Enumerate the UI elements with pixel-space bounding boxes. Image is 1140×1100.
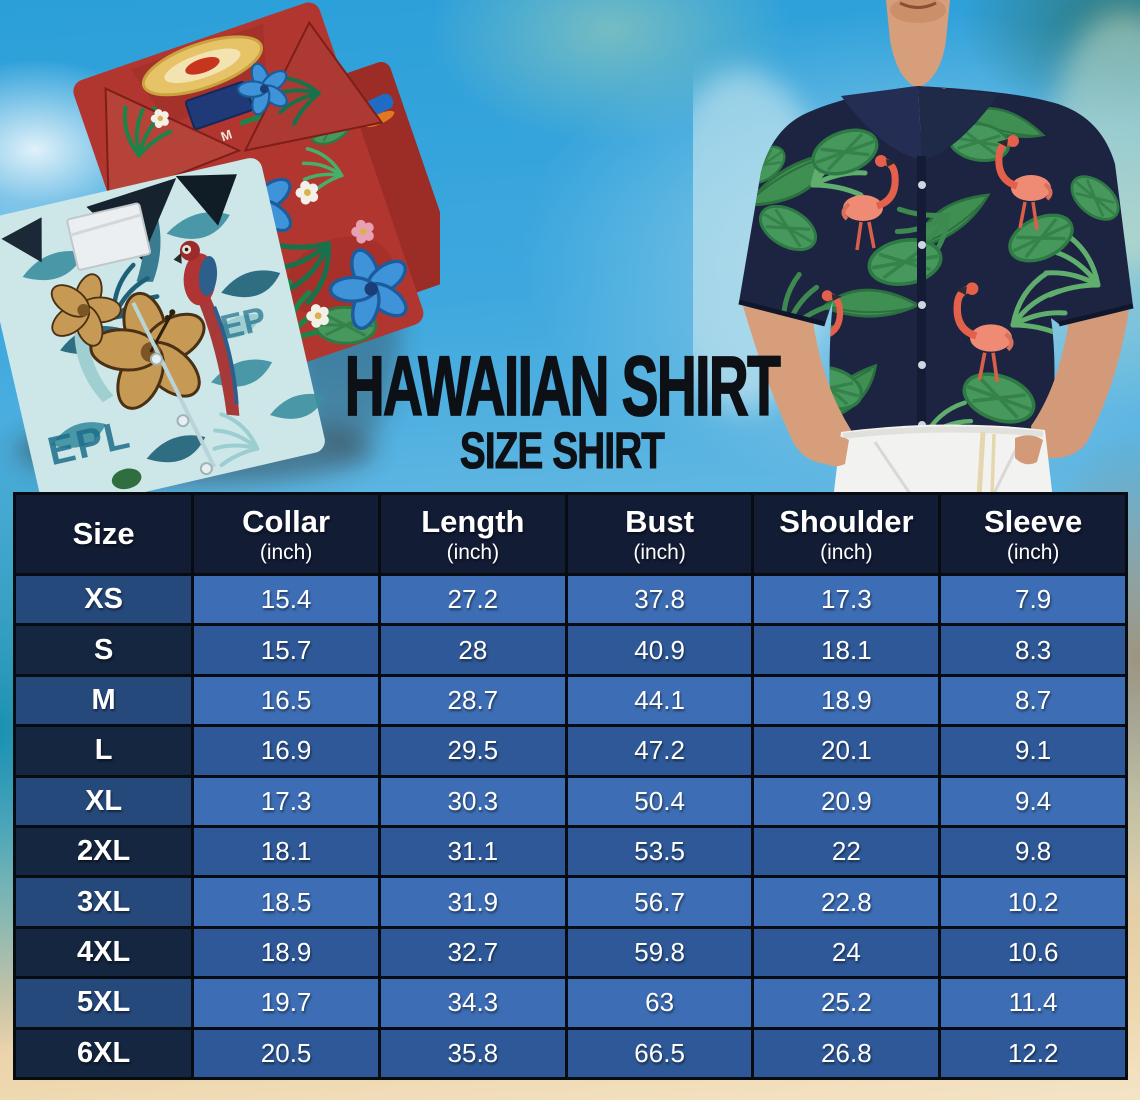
value-cell: 20.5 bbox=[194, 1029, 378, 1077]
page-subtitle: SIZE SHIRT bbox=[459, 421, 666, 479]
value-cell: 15.7 bbox=[194, 626, 378, 674]
value-cell: 31.9 bbox=[380, 878, 565, 926]
value-cell: 44.1 bbox=[567, 676, 752, 725]
value-cell: 17.3 bbox=[194, 777, 378, 825]
col-header-sleeve: Sleeve (inch) bbox=[941, 495, 1125, 573]
value-cell: 7.9 bbox=[941, 576, 1125, 624]
value-cell: 10.2 bbox=[941, 878, 1125, 926]
value-cell: 18.9 bbox=[194, 928, 378, 977]
value-cell: 22 bbox=[754, 828, 939, 876]
col-header-size: Size bbox=[16, 495, 192, 573]
value-cell: 25.2 bbox=[754, 979, 939, 1027]
value-cell: 9.8 bbox=[941, 828, 1125, 876]
value-cell: 18.9 bbox=[754, 676, 939, 725]
value-cell: 9.1 bbox=[941, 727, 1125, 775]
value-cell: 18.1 bbox=[194, 828, 378, 876]
value-cell: 18.5 bbox=[194, 878, 378, 926]
value-cell: 24 bbox=[754, 928, 939, 977]
value-cell: 9.4 bbox=[941, 777, 1125, 825]
value-cell: 32.7 bbox=[380, 928, 565, 977]
value-cell: 17.3 bbox=[754, 576, 939, 624]
size-cell: S bbox=[16, 626, 192, 674]
value-cell: 29.5 bbox=[380, 727, 565, 775]
size-cell: XL bbox=[16, 777, 192, 825]
model-arms bbox=[738, 299, 1134, 464]
value-cell: 18.1 bbox=[754, 626, 939, 674]
size-cell: L bbox=[16, 727, 192, 775]
value-cell: 12.2 bbox=[941, 1029, 1125, 1077]
page-title: HAWAIIAN SHIRT bbox=[344, 339, 781, 434]
folded-shirts-illustration: M bbox=[0, 2, 440, 500]
value-cell: 30.3 bbox=[380, 777, 565, 825]
size-cell: 5XL bbox=[16, 979, 192, 1027]
value-cell: 8.7 bbox=[941, 676, 1125, 725]
size-cell: 3XL bbox=[16, 878, 192, 926]
size-cell: M bbox=[16, 676, 192, 725]
value-cell: 66.5 bbox=[567, 1029, 752, 1077]
title-block: HAWAIIAN SHIRT SIZE SHIRT bbox=[290, 339, 833, 476]
parrot bbox=[173, 240, 240, 416]
size-cell: 2XL bbox=[16, 828, 192, 876]
value-cell: 20.1 bbox=[754, 727, 939, 775]
value-cell: 40.9 bbox=[567, 626, 752, 674]
size-cell: XS bbox=[16, 576, 192, 624]
col-header-length: Length (inch) bbox=[380, 495, 565, 573]
value-cell: 26.8 bbox=[754, 1029, 939, 1077]
model-hands bbox=[819, 435, 1043, 467]
value-cell: 53.5 bbox=[567, 828, 752, 876]
value-cell: 56.7 bbox=[567, 878, 752, 926]
value-cell: 28.7 bbox=[380, 676, 565, 725]
value-cell: 19.7 bbox=[194, 979, 378, 1027]
value-cell: 8.3 bbox=[941, 626, 1125, 674]
value-cell: 37.8 bbox=[567, 576, 752, 624]
shirt-collar bbox=[841, 86, 999, 160]
value-cell: 11.4 bbox=[941, 979, 1125, 1027]
teal-hawaiian-shirt: EPL EP bbox=[0, 158, 326, 500]
value-cell: 28 bbox=[380, 626, 565, 674]
green-bird bbox=[111, 468, 142, 490]
value-cell: 16.9 bbox=[194, 727, 378, 775]
value-cell: 34.3 bbox=[380, 979, 565, 1027]
model-wearing-shirt-illustration bbox=[693, 0, 1140, 500]
teal-shirt-pocket bbox=[66, 202, 151, 271]
col-header-bust: Bust (inch) bbox=[567, 495, 752, 573]
value-cell: 35.8 bbox=[380, 1029, 565, 1077]
value-cell: 20.9 bbox=[754, 777, 939, 825]
col-header-collar: Collar (inch) bbox=[194, 495, 378, 573]
size-cell: 6XL bbox=[16, 1029, 192, 1077]
value-cell: 63 bbox=[567, 979, 752, 1027]
col-header-shoulder: Shoulder (inch) bbox=[754, 495, 939, 573]
value-cell: 10.6 bbox=[941, 928, 1125, 977]
value-cell: 50.4 bbox=[567, 777, 752, 825]
value-cell: 22.8 bbox=[754, 878, 939, 926]
value-cell: 16.5 bbox=[194, 676, 378, 725]
size-chart-table: Size Collar (inch) Length (inch) Bust (inch… bbox=[13, 492, 1128, 1080]
value-cell: 27.2 bbox=[380, 576, 565, 624]
hibiscus-flower bbox=[50, 273, 122, 347]
value-cell: 31.1 bbox=[380, 828, 565, 876]
model-neck bbox=[886, 0, 950, 88]
white-pants bbox=[833, 424, 1053, 500]
value-cell: 15.4 bbox=[194, 576, 378, 624]
button-placket bbox=[917, 156, 926, 456]
value-cell: 59.8 bbox=[567, 928, 752, 977]
red-shirt-size-tag: M bbox=[219, 126, 234, 144]
value-cell: 47.2 bbox=[567, 727, 752, 775]
size-cell: 4XL bbox=[16, 928, 192, 977]
